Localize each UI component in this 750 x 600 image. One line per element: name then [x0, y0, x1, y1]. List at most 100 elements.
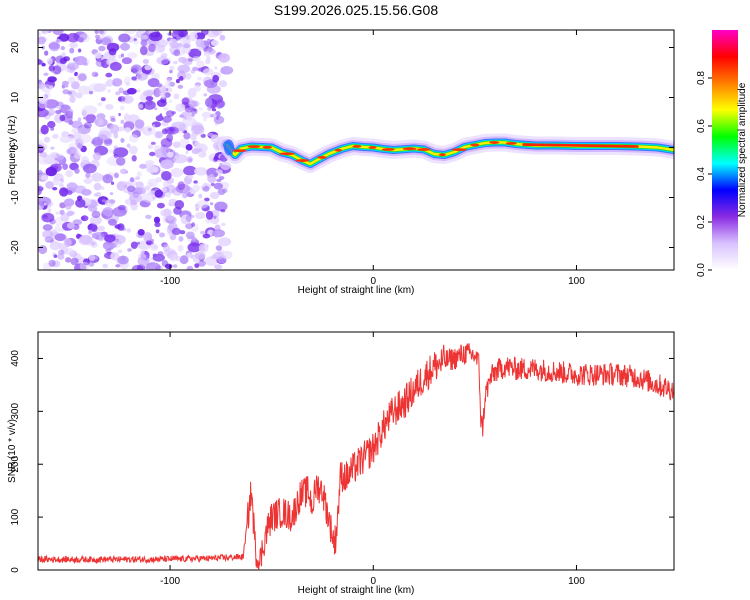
noise-speckle — [53, 254, 58, 258]
noise-speckle — [185, 144, 193, 151]
noise-speckle — [218, 237, 232, 247]
noise-speckle — [72, 219, 83, 226]
noise-speckle — [150, 243, 157, 249]
noise-speckle — [115, 91, 121, 96]
noise-speckle — [166, 77, 172, 82]
noise-speckle — [74, 185, 87, 194]
noise-speckle — [211, 113, 218, 118]
noise-speckle — [38, 245, 48, 255]
noise-speckle — [110, 181, 115, 185]
noise-speckle — [220, 68, 227, 75]
noise-speckle — [117, 249, 123, 254]
ridge-peak — [317, 156, 328, 159]
noise-speckle — [222, 188, 228, 194]
noise-speckle — [126, 87, 137, 95]
noise-speckle — [108, 48, 117, 56]
noise-speckle — [185, 214, 192, 223]
noise-speckle — [64, 84, 69, 88]
spectrogram-noise-region — [38, 30, 234, 270]
noise-speckle — [221, 222, 226, 227]
noise-speckle — [77, 133, 92, 144]
spectrogram-xtick-label: 100 — [568, 276, 585, 287]
noise-speckle — [177, 64, 191, 74]
noise-speckle — [65, 67, 71, 73]
snr-ytick-label: 0 — [10, 567, 21, 573]
noise-speckle — [177, 244, 184, 252]
noise-speckle — [60, 212, 70, 222]
ridge-peak — [381, 148, 395, 151]
noise-speckle — [48, 41, 61, 52]
spectrogram-ridge — [218, 133, 674, 173]
colorbar-tick-label: 0.6 — [696, 119, 707, 133]
noise-speckle — [209, 202, 214, 206]
ridge-onset-burst — [224, 139, 235, 156]
noise-speckle — [40, 124, 49, 135]
noise-speckle — [65, 170, 73, 178]
noise-speckle — [218, 172, 222, 177]
noise-speckle — [48, 112, 52, 117]
noise-speckle — [190, 134, 197, 141]
noise-speckle — [193, 180, 198, 184]
noise-speckle — [93, 117, 104, 126]
noise-speckle — [62, 89, 70, 95]
noise-speckle — [43, 136, 51, 143]
noise-speckle — [55, 211, 60, 215]
spectrogram-frame — [37, 29, 675, 271]
snr-xtick-label: 0 — [370, 576, 376, 587]
noise-speckle — [153, 216, 161, 224]
noise-speckle — [118, 112, 121, 117]
noise-speckle — [60, 178, 65, 183]
noise-speckle — [140, 34, 148, 40]
noise-speckle — [188, 158, 193, 162]
noise-speckle — [38, 58, 43, 65]
noise-speckle — [104, 234, 116, 243]
noise-speckle — [52, 187, 58, 191]
noise-speckle — [47, 201, 54, 207]
noise-speckle — [83, 62, 88, 66]
noise-speckle — [47, 120, 56, 129]
ridge-peak — [451, 148, 467, 152]
noise-speckle — [145, 214, 152, 219]
noise-speckle — [155, 115, 164, 122]
noise-speckle — [214, 201, 228, 212]
noise-speckle — [120, 168, 128, 175]
noise-speckle — [191, 113, 195, 117]
colorbar-tick-label: 0.4 — [696, 167, 707, 181]
noise-speckle — [178, 56, 187, 63]
noise-speckle — [109, 115, 116, 120]
noise-speckle — [135, 181, 144, 189]
noise-speckle — [214, 264, 223, 270]
noise-speckle — [120, 119, 125, 124]
noise-speckle — [58, 33, 70, 42]
ridge-peak — [262, 145, 273, 149]
noise-speckle — [212, 74, 220, 83]
noise-speckle — [76, 72, 88, 82]
noise-speckle — [117, 223, 125, 231]
noise-speckle — [38, 32, 41, 37]
noise-speckle — [137, 229, 145, 236]
ridge-peak — [489, 141, 500, 144]
noise-speckle — [159, 232, 165, 238]
noise-speckle — [74, 168, 80, 174]
noise-speckle — [98, 45, 106, 52]
noise-speckle — [219, 162, 223, 167]
noise-speckle — [93, 182, 102, 191]
noise-speckle — [154, 189, 164, 198]
noise-speckle — [109, 61, 122, 71]
noise-speckle — [94, 52, 102, 59]
noise-speckle — [120, 138, 125, 143]
noise-speckle — [38, 108, 49, 118]
noise-speckle — [161, 94, 166, 99]
noise-speckle — [66, 222, 75, 229]
noise-speckle — [88, 260, 95, 267]
noise-speckle — [134, 119, 145, 129]
noise-speckle — [207, 106, 212, 111]
noise-speckle — [141, 125, 157, 136]
noise-speckle — [77, 37, 84, 43]
noise-speckle — [102, 207, 114, 217]
noise-speckle — [113, 147, 129, 158]
noise-speckle — [192, 66, 199, 72]
noise-speckle — [164, 263, 173, 269]
